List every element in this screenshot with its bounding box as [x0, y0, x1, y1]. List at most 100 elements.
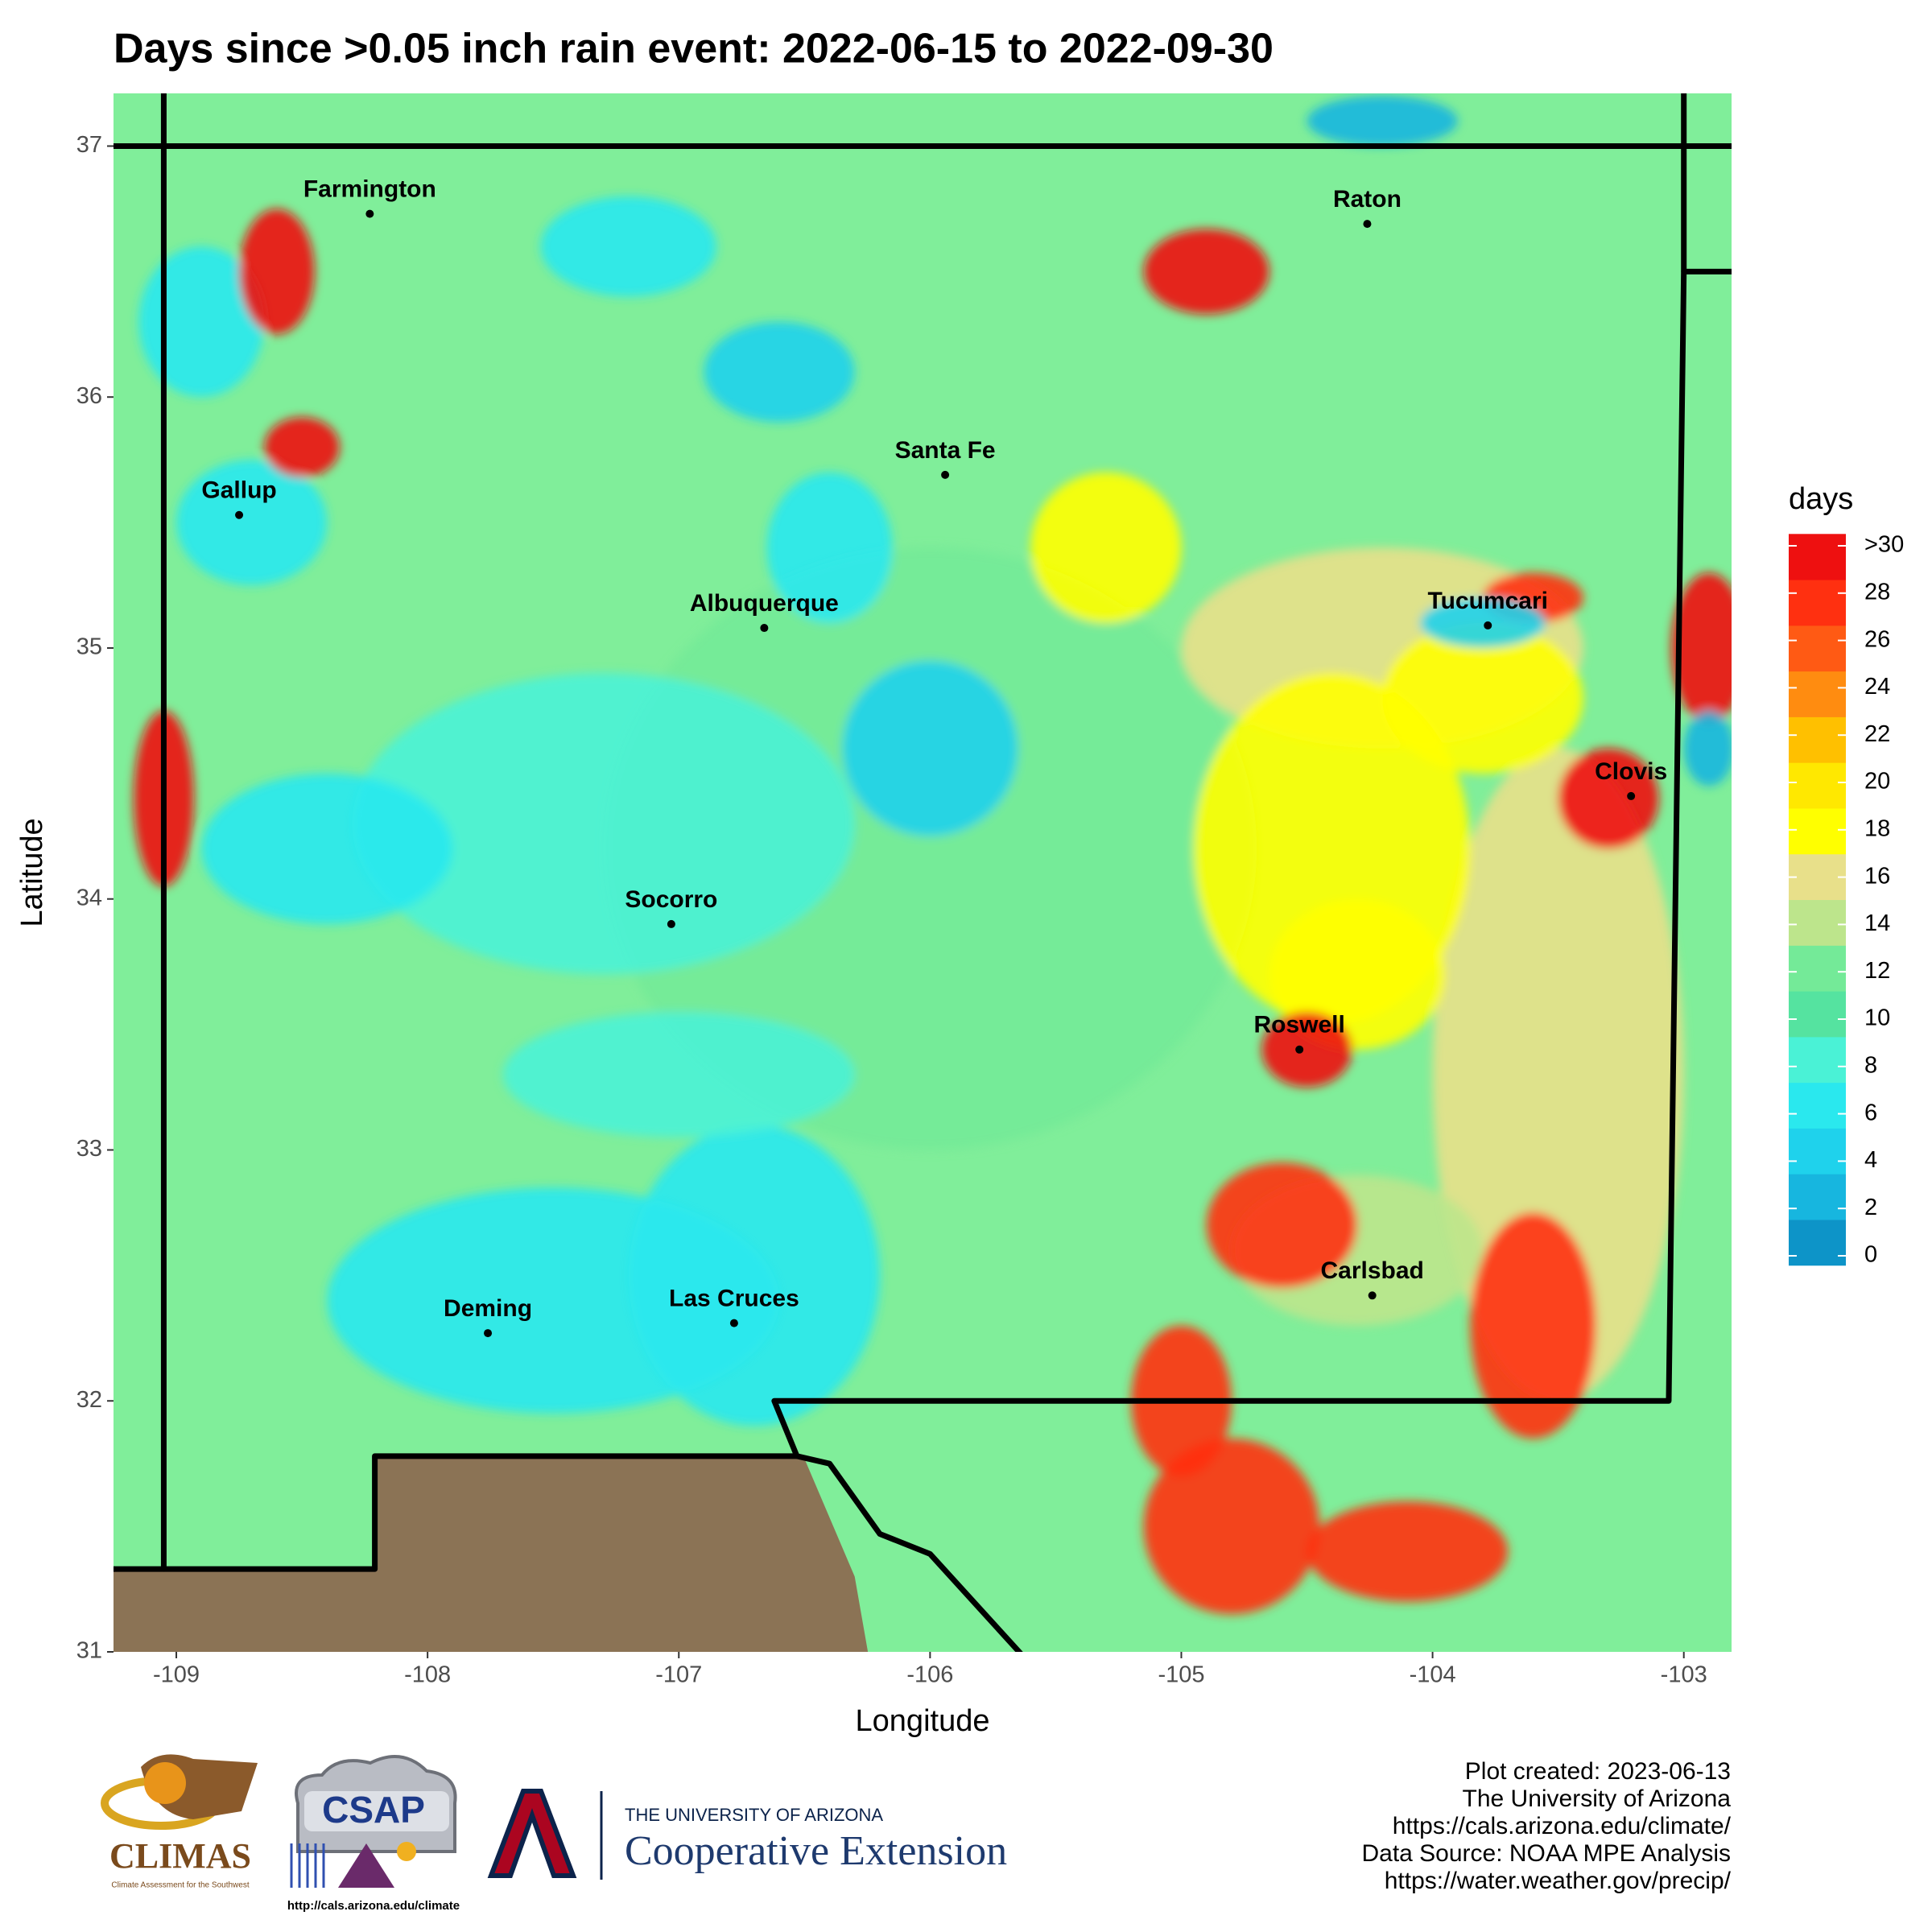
city-label: Clovis — [1595, 758, 1667, 785]
rain-patch — [176, 460, 328, 586]
legend-swatch — [1789, 1219, 1846, 1266]
x-tick-label: -104 — [1410, 1662, 1456, 1688]
legend-swatch — [1789, 1174, 1846, 1220]
csap-url: http://cals.arizona.edu/climate — [287, 1899, 460, 1913]
csap-rain — [290, 1843, 325, 1888]
rain-patch — [1143, 229, 1269, 315]
legend-title: days — [1789, 482, 1853, 516]
city-dot — [667, 919, 675, 928]
city-label: Roswell — [1253, 1012, 1344, 1038]
rain-patch — [1206, 1162, 1357, 1288]
rain-patch — [352, 673, 855, 975]
x-tick-label: -106 — [906, 1662, 953, 1688]
csap-mountain — [338, 1843, 394, 1888]
rain-patch — [239, 208, 315, 335]
city-dot — [1368, 1291, 1377, 1300]
climas-subtext: Climate Assessment for the Southwest — [111, 1881, 249, 1890]
city-dot — [729, 1319, 738, 1327]
legend-label: 20 — [1864, 769, 1890, 795]
city-dot — [1295, 1045, 1304, 1054]
legend-swatch — [1789, 534, 1846, 580]
city-label: Albuquerque — [690, 590, 839, 617]
legend-swatch — [1789, 671, 1846, 717]
y-tick-label: 34 — [76, 885, 102, 910]
legend-label: 8 — [1864, 1052, 1877, 1078]
climas-sun — [144, 1762, 186, 1804]
city-label: Farmington — [303, 176, 436, 203]
rain-patch — [1143, 1439, 1320, 1615]
legend-swatch — [1789, 716, 1846, 763]
x-axis-label: Longitude — [856, 1704, 990, 1738]
legend-label: 22 — [1864, 721, 1890, 747]
legend-label: 16 — [1864, 863, 1890, 889]
legend-swatch — [1789, 625, 1846, 672]
rain-patch — [1307, 1501, 1509, 1602]
y-tick-label: 36 — [76, 383, 102, 409]
footer-line: https://cals.arizona.edu/climate/ — [1393, 1813, 1732, 1839]
y-tick-label: 35 — [76, 634, 102, 660]
rain-patch — [1261, 1012, 1352, 1088]
legend-swatch — [1789, 945, 1846, 992]
legend-label: 2 — [1864, 1195, 1877, 1220]
map-title: Days since >0.05 inch rain event: 2022-0… — [114, 26, 1274, 72]
legend-swatch — [1789, 580, 1846, 626]
city-label: Raton — [1333, 186, 1402, 213]
borders — [114, 93, 1732, 1652]
city-dot — [365, 209, 374, 218]
rain-patch — [766, 472, 893, 623]
y-tick-label: 33 — [76, 1136, 102, 1162]
legend-swatch — [1789, 762, 1846, 809]
rain-patch — [842, 660, 1018, 836]
ua-name: THE UNIVERSITY OF ARIZONA — [625, 1805, 883, 1825]
footer-line: Data Source: NOAA MPE Analysis — [1361, 1840, 1731, 1867]
footer-line: https://water.weather.gov/precip/ — [1385, 1868, 1732, 1894]
city-dot — [1627, 791, 1636, 800]
ua-a-logo — [487, 1789, 577, 1878]
mexico — [114, 1458, 869, 1652]
rain-patch — [264, 417, 340, 477]
legend-label: 6 — [1864, 1100, 1877, 1125]
legend-swatch — [1789, 853, 1846, 901]
city-dot — [1363, 220, 1372, 229]
city-label: Gallup — [201, 477, 276, 504]
rain-patch — [1683, 710, 1732, 786]
legend-swatch — [1789, 807, 1846, 855]
climas-text: CLIMAS — [109, 1836, 251, 1876]
city-dot — [484, 1329, 493, 1338]
legend-label: 28 — [1864, 579, 1890, 605]
rain-patch — [704, 321, 855, 423]
rain-patch — [138, 246, 265, 398]
footer-line: Plot created: 2023-06-13 — [1465, 1758, 1731, 1785]
csap-text: CSAP — [322, 1789, 425, 1831]
logos: CLIMAS Climate Assessment for the Southw… — [101, 1754, 1007, 1913]
rain-patch — [1419, 597, 1546, 648]
x-tick-label: -108 — [404, 1662, 451, 1688]
legend-label: 0 — [1864, 1242, 1877, 1268]
city-label: Socorro — [625, 886, 717, 913]
legend-label: >30 — [1864, 532, 1904, 558]
rain-patch — [628, 1125, 880, 1426]
rain-patch — [1671, 572, 1732, 724]
city-dot — [760, 624, 769, 633]
y-tick-label: 37 — [76, 132, 102, 158]
rain-patch — [540, 196, 717, 297]
city-dot — [235, 510, 244, 519]
legend-swatch — [1789, 991, 1846, 1038]
rain-patch — [1382, 622, 1583, 774]
y-axis-label: Latitude — [15, 818, 49, 927]
city-dot — [941, 470, 950, 479]
ua-extension: Cooperative Extension — [625, 1828, 1007, 1874]
map-plot: Farmington Raton Gallup Santa Fe Albuquerque… — [114, 93, 1732, 1652]
csap-band — [304, 1791, 449, 1831]
csap-sun — [397, 1842, 416, 1861]
legend-swatch — [1789, 1128, 1846, 1174]
legend-label: 10 — [1864, 1005, 1890, 1031]
rain-patch — [502, 1012, 855, 1137]
y-tick-label: 32 — [76, 1387, 102, 1413]
axes: -109 -108 -107 -106 -105 -104 -103 31 32 33 34 35 36… — [76, 132, 1707, 1688]
city-label: Tucumcari — [1428, 588, 1549, 614]
rain-field — [133, 96, 1732, 1615]
city-label: Deming — [444, 1295, 532, 1322]
